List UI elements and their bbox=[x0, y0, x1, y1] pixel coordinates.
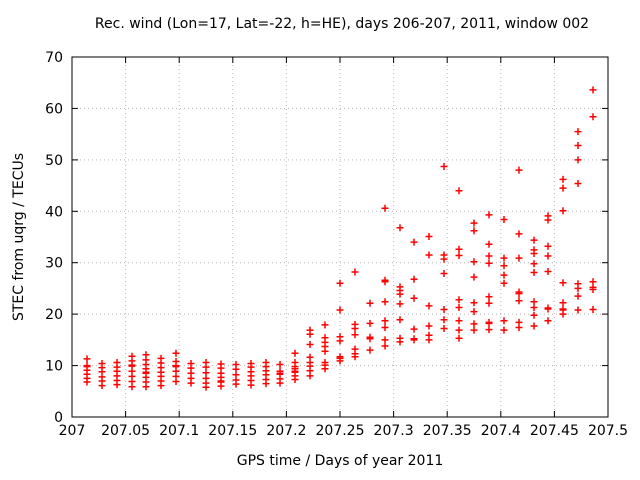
x-tick-label: 207 bbox=[59, 423, 86, 439]
y-tick-label: 0 bbox=[54, 410, 63, 426]
plot-border bbox=[71, 56, 609, 418]
x-tick-label: 207.15 bbox=[208, 423, 257, 439]
x-tick-label: 207.05 bbox=[101, 423, 150, 439]
data-points bbox=[83, 86, 597, 391]
x-tick-label: 207.45 bbox=[530, 423, 579, 439]
x-axis-title: GPS time / Days of year 2011 bbox=[236, 453, 444, 469]
y-tick-label: 60 bbox=[45, 101, 63, 117]
y-tick-label: 10 bbox=[45, 359, 63, 375]
x-tick-label: 207.3 bbox=[374, 423, 414, 439]
x-tick-label: 207.35 bbox=[423, 423, 472, 439]
y-tick-label: 20 bbox=[45, 307, 63, 323]
y-tick-label: 50 bbox=[45, 153, 63, 169]
y-tick-label: 40 bbox=[45, 204, 63, 220]
x-tick-label: 207.1 bbox=[159, 423, 199, 439]
y-tick-label: 30 bbox=[45, 256, 63, 272]
x-tick-label: 207.5 bbox=[588, 423, 628, 439]
x-tick-label: 207.4 bbox=[481, 423, 521, 439]
x-tick-label: 207.2 bbox=[266, 423, 306, 439]
y-tick-label: 70 bbox=[45, 50, 63, 66]
x-tick-label: 207.25 bbox=[316, 423, 365, 439]
chart-title: Rec. wind (Lon=17, Lat=-22, h=HE), days … bbox=[94, 16, 590, 32]
